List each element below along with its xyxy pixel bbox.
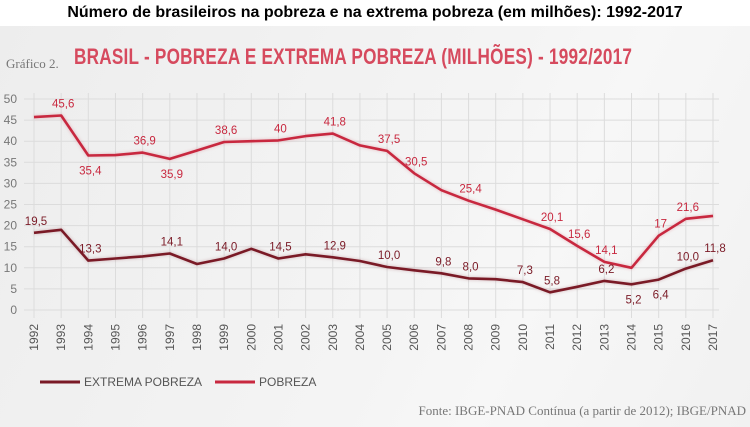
data-label-extrema_pobreza: 13,3 <box>79 244 101 256</box>
data-label-pobreza: 35,9 <box>161 169 183 181</box>
data-label-extrema_pobreza: 11,8 <box>704 243 726 255</box>
data-label-pobreza: 41,8 <box>324 117 346 129</box>
y-tick-label: 5 <box>10 282 17 296</box>
data-label-extrema_pobreza: 5,8 <box>544 275 560 287</box>
x-tick-label: 2010 <box>516 324 530 351</box>
x-tick-label: 2015 <box>652 324 666 351</box>
x-axis: 1992 1993 1994 1995 1996 1997 1998 1999 2000 2001… <box>27 324 720 351</box>
data-label-extrema_pobreza: 6,4 <box>653 290 670 302</box>
data-label-extrema_pobreza: 14,1 <box>161 236 183 248</box>
y-tick-label: 50 <box>4 92 18 106</box>
y-tick-label: 45 <box>4 113 18 127</box>
data-label-pobreza: 14,1 <box>595 245 617 257</box>
data-label-extrema_pobreza: 14,0 <box>215 242 237 254</box>
chart-title: BRASIL - POBREZA E EXTREMA POBREZA (MILH… <box>74 44 633 69</box>
data-labels: 19,5 13,3 14,1 14,0 14,5 12,9 10,0 9,8 8,0 7,3 5,8… <box>25 98 726 306</box>
data-label-pobreza: 37,5 <box>378 134 400 146</box>
legend-label-extrema_pobreza: EXTREMA POBREZA <box>84 375 202 389</box>
data-label-pobreza: 15,6 <box>568 229 590 241</box>
x-tick-label: 1997 <box>163 324 177 351</box>
data-label-extrema_pobreza: 7,3 <box>517 265 533 277</box>
x-tick-label: 2007 <box>434 324 448 351</box>
x-tick-label: 2017 <box>706 324 720 351</box>
legend: EXTREMA POBREZA POBREZA <box>40 375 316 389</box>
data-label-pobreza: 38,6 <box>215 125 237 137</box>
data-label-pobreza: 45,6 <box>52 98 74 110</box>
x-tick-label: 1993 <box>54 324 68 351</box>
data-label-extrema_pobreza: 19,5 <box>25 216 47 228</box>
data-label-pobreza: 35,4 <box>79 166 102 178</box>
x-tick-label: 2013 <box>597 324 611 351</box>
x-tick-label: 2004 <box>353 324 367 351</box>
grid <box>24 93 719 318</box>
x-tick-label: 1994 <box>81 324 95 351</box>
data-label-pobreza: 17 <box>654 219 667 231</box>
data-label-extrema_pobreza: 12,9 <box>324 240 346 252</box>
y-tick-label: 10 <box>4 261 18 275</box>
x-tick-label: 2005 <box>380 324 394 351</box>
y-axis: 0 5 10 15 20 25 30 35 40 45 50 <box>4 92 18 317</box>
data-label-extrema_pobreza: 6,2 <box>598 264 614 276</box>
x-tick-label: 2000 <box>244 324 258 351</box>
series-lines <box>33 114 714 294</box>
x-tick-label: 2014 <box>625 324 639 351</box>
x-tick-label: 2009 <box>489 324 503 351</box>
series-line-extrema_pobreza <box>33 228 714 294</box>
data-label-pobreza: 20,1 <box>541 212 563 224</box>
source-note: Fonte: IBGE-PNAD Contínua (a partir de 2… <box>418 403 747 418</box>
y-tick-label: 35 <box>4 155 18 169</box>
series-line-pobreza <box>33 114 714 270</box>
chart-caption: Gráfico 2. <box>6 56 59 71</box>
x-tick-label: 2001 <box>271 324 285 351</box>
y-tick-label: 40 <box>4 134 18 148</box>
y-tick-label: 20 <box>4 219 18 233</box>
data-label-extrema_pobreza: 10,0 <box>677 252 699 264</box>
x-tick-label: 1999 <box>217 324 231 351</box>
page-title: Número de brasileiros na pobreza e na ex… <box>67 4 683 21</box>
x-tick-label: 2011 <box>543 324 557 350</box>
data-label-pobreza: 40 <box>274 123 287 135</box>
data-label-pobreza: 21,6 <box>677 202 699 214</box>
x-tick-label: 2012 <box>570 324 584 351</box>
data-label-extrema_pobreza: 9,8 <box>435 256 451 268</box>
y-tick-label: 25 <box>4 198 18 212</box>
data-label-pobreza: 36,9 <box>133 136 155 148</box>
chart-panel <box>0 26 750 427</box>
y-tick-label: 15 <box>4 240 18 254</box>
y-tick-label: 30 <box>4 176 18 190</box>
data-label-extrema_pobreza: 14,5 <box>269 242 291 254</box>
x-tick-label: 2008 <box>462 324 476 351</box>
data-label-pobreza: 25,4 <box>459 184 482 196</box>
data-label-extrema_pobreza: 5,2 <box>626 294 642 306</box>
x-tick-label: 1995 <box>108 324 122 351</box>
data-label-extrema_pobreza: 8,0 <box>463 261 479 273</box>
x-tick-label: 1996 <box>136 324 150 351</box>
data-label-extrema_pobreza: 10,0 <box>378 250 400 262</box>
data-label-pobreza: 30,5 <box>405 156 427 168</box>
x-tick-label: 2003 <box>326 324 340 351</box>
x-tick-label: 2016 <box>679 324 693 351</box>
x-tick-label: 2002 <box>299 324 313 351</box>
x-tick-label: 1992 <box>27 324 41 351</box>
y-tick-label: 0 <box>10 303 17 317</box>
x-tick-label: 2006 <box>407 324 421 351</box>
x-tick-label: 1998 <box>190 324 204 351</box>
legend-label-pobreza: POBREZA <box>259 375 316 389</box>
